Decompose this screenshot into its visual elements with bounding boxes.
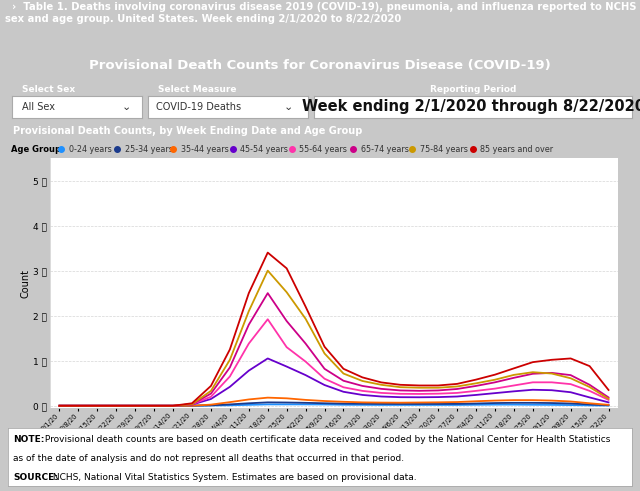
- Text: COVID-19 Deaths: COVID-19 Deaths: [156, 102, 241, 112]
- Text: Reporting Period: Reporting Period: [430, 84, 516, 93]
- Text: ⌄: ⌄: [284, 102, 294, 112]
- Text: Provisional Death Counts, by Week Ending Date and Age Group: Provisional Death Counts, by Week Ending…: [13, 126, 362, 136]
- Text: NCHS, National Vital Statistics System. Estimates are based on provisional data.: NCHS, National Vital Statistics System. …: [51, 473, 417, 482]
- Text: 85 years and over: 85 years and over: [481, 144, 554, 154]
- Text: Week ending 2/1/2020 through 8/22/2020: Week ending 2/1/2020 through 8/22/2020: [301, 100, 640, 114]
- Text: Age Group: Age Group: [11, 144, 61, 154]
- Text: Select Sex: Select Sex: [22, 84, 76, 93]
- Text: NOTE:: NOTE:: [13, 435, 44, 444]
- X-axis label: Week ending Date: Week ending Date: [289, 437, 379, 447]
- Text: All Sex: All Sex: [22, 102, 56, 112]
- Text: 0-24 years: 0-24 years: [68, 144, 111, 154]
- Text: 45-54 years: 45-54 years: [240, 144, 288, 154]
- Text: 75-84 years: 75-84 years: [420, 144, 468, 154]
- Text: Provisional death counts are based on death certificate data received and coded : Provisional death counts are based on de…: [42, 435, 611, 444]
- Y-axis label: Count: Count: [20, 269, 31, 298]
- Text: as of the date of analysis and do not represent all deaths that occurred in that: as of the date of analysis and do not re…: [13, 454, 404, 463]
- Text: 25-34 years: 25-34 years: [125, 144, 173, 154]
- Text: Select Measure: Select Measure: [157, 84, 236, 93]
- Text: 55-64 years: 55-64 years: [300, 144, 348, 154]
- Text: 65-74 years: 65-74 years: [360, 144, 408, 154]
- Text: ›  Table 1. Deaths involving coronavirus disease 2019 (COVID-19), pneumonia, and: › Table 1. Deaths involving coronavirus …: [5, 2, 640, 24]
- Text: 35-44 years: 35-44 years: [181, 144, 228, 154]
- Text: ⌄: ⌄: [122, 102, 131, 112]
- Text: Provisional Death Counts for Coronavirus Disease (COVID-19): Provisional Death Counts for Coronavirus…: [89, 58, 551, 72]
- Text: SOURCE:: SOURCE:: [13, 473, 58, 482]
